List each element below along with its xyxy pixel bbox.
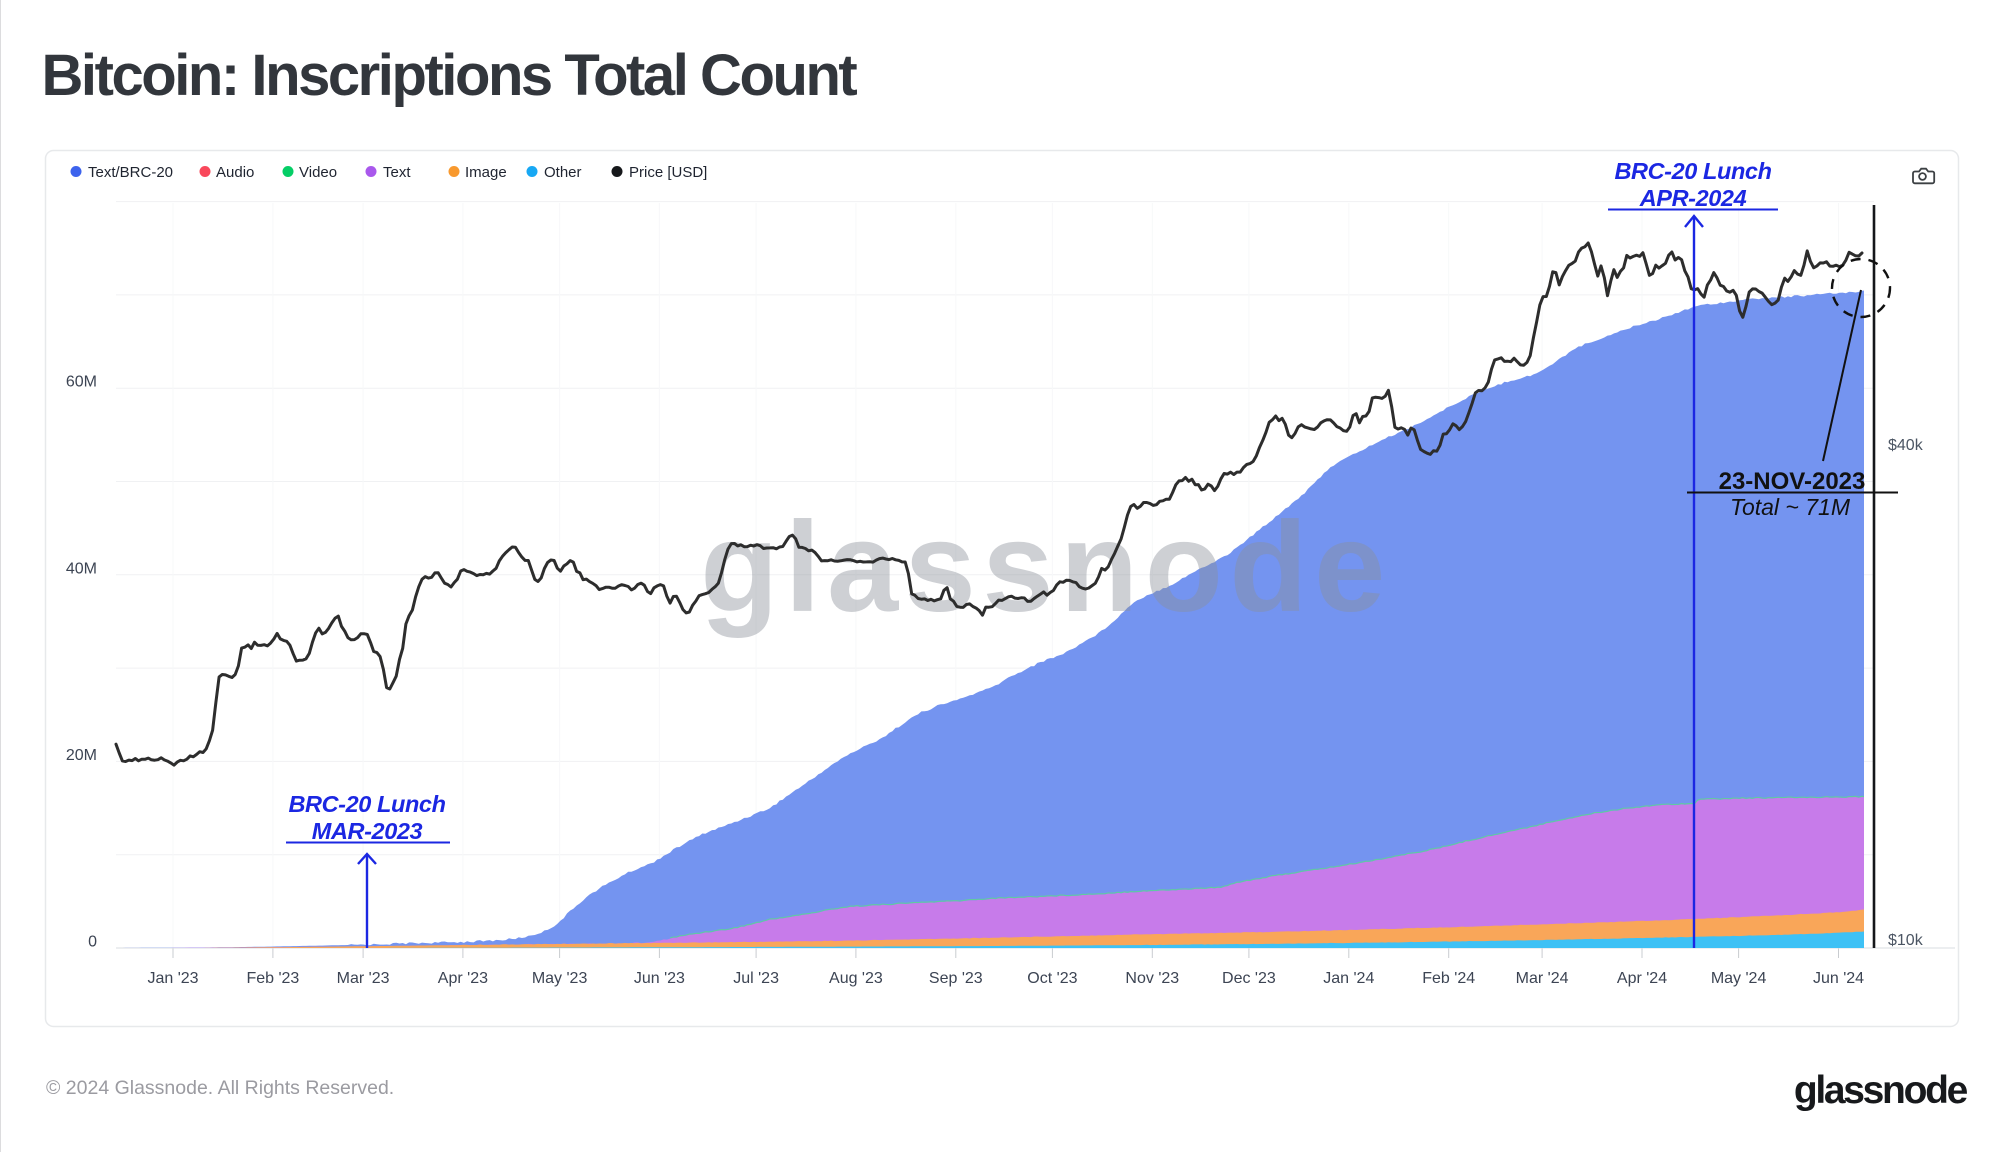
svg-text:May '23: May '23 <box>532 970 588 987</box>
svg-text:BRC-20 Lunch: BRC-20 Lunch <box>288 791 445 817</box>
svg-text:Apr '23: Apr '23 <box>438 970 488 987</box>
svg-text:Mar '24: Mar '24 <box>1516 970 1569 987</box>
svg-text:Oct '23: Oct '23 <box>1027 970 1077 987</box>
svg-text:Image: Image <box>465 164 507 181</box>
svg-text:Feb '23: Feb '23 <box>246 970 299 987</box>
svg-text:BRC-20 Lunch: BRC-20 Lunch <box>1614 158 1771 184</box>
svg-text:Jan '23: Jan '23 <box>147 970 198 987</box>
svg-text:Price [USD]: Price [USD] <box>629 164 707 181</box>
svg-text:Jan '24: Jan '24 <box>1323 970 1374 987</box>
svg-text:glassnode: glassnode <box>700 496 1392 639</box>
svg-text:Jun '23: Jun '23 <box>634 970 685 987</box>
svg-text:Text: Text <box>383 164 411 181</box>
svg-text:Other: Other <box>544 164 582 181</box>
svg-text:APR-2024: APR-2024 <box>1639 185 1747 211</box>
svg-text:40M: 40M <box>66 560 97 577</box>
svg-text:$40k: $40k <box>1888 437 1924 454</box>
svg-text:glassnode: glassnode <box>1794 1069 1968 1112</box>
svg-text:Total ~ 71M: Total ~ 71M <box>1730 494 1851 520</box>
svg-text:0: 0 <box>88 934 97 951</box>
svg-text:20M: 20M <box>66 747 97 764</box>
svg-text:60M: 60M <box>66 374 97 391</box>
svg-text:Dec '23: Dec '23 <box>1222 970 1276 987</box>
svg-text:Bitcoin: Inscriptions Total Co: Bitcoin: Inscriptions Total Count <box>42 43 858 108</box>
svg-text:May '24: May '24 <box>1711 970 1767 987</box>
svg-text:$10k: $10k <box>1888 932 1924 949</box>
svg-text:23-NOV-2023: 23-NOV-2023 <box>1719 468 1866 495</box>
svg-text:Text/BRC-20: Text/BRC-20 <box>88 164 173 181</box>
svg-text:Aug '23: Aug '23 <box>829 970 883 987</box>
svg-text:Jul '23: Jul '23 <box>733 970 779 987</box>
svg-text:Audio: Audio <box>216 164 254 181</box>
svg-text:Feb '24: Feb '24 <box>1422 970 1475 987</box>
svg-text:Sep '23: Sep '23 <box>929 970 983 987</box>
svg-text:Mar '23: Mar '23 <box>337 970 390 987</box>
svg-text:Video: Video <box>299 164 337 181</box>
svg-text:Jun '24: Jun '24 <box>1813 970 1864 987</box>
svg-text:Apr '24: Apr '24 <box>1617 970 1667 987</box>
svg-text:Nov '23: Nov '23 <box>1125 970 1179 987</box>
svg-text:© 2024 Glassnode. All Rights R: © 2024 Glassnode. All Rights Reserved. <box>46 1077 394 1099</box>
svg-text:MAR-2023: MAR-2023 <box>312 818 423 844</box>
